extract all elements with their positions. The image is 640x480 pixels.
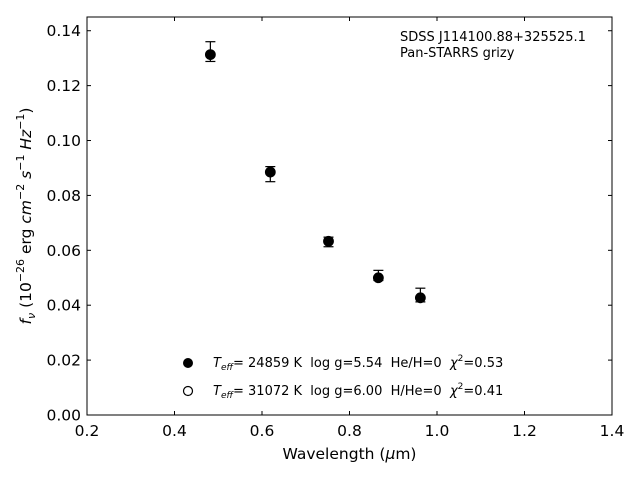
y-tick-label: 0.08 [46, 187, 81, 205]
observed-point [373, 272, 384, 283]
observed-point [205, 49, 216, 60]
legend-marker-filled [183, 358, 193, 368]
axis-ticks: 0.2 0.4 0.6 0.8 1.0 1.2 1.4 0.00 0.02 0.04 0.06 0.0… [46, 17, 624, 440]
observed-point [415, 292, 426, 303]
y-tick-label: 0.06 [46, 242, 81, 260]
plot-area [86, 16, 613, 416]
legend-marker-open [182, 385, 194, 397]
y-tick-label: 0.04 [46, 297, 81, 315]
annotation-line-2: Pan-STARRS grizy [400, 46, 515, 61]
y-tick-label: 0.14 [46, 22, 81, 40]
legend-entry-1: Teff= 24859 K log g=5.54 He/H=0 χ2=0.53 [213, 354, 503, 373]
legend: Teff= 24859 K log g=5.54 He/H=0 χ2=0.53 … [182, 354, 503, 401]
data-marks [204, 41, 426, 304]
y-tick-label: 0.12 [46, 77, 81, 95]
x-tick-label: 1.2 [512, 422, 537, 440]
y-axis-title: fν (10−26 erg cm−2 s−1 Hz−1) [14, 108, 38, 325]
legend-entry-2: Teff= 31072 K log g=6.00 H/He=0 χ2=0.41 [213, 382, 503, 401]
y-tick-label: 0.02 [46, 352, 81, 370]
x-tick-label: 1.0 [425, 422, 450, 440]
x-tick-label: 0.2 [75, 422, 100, 440]
x-tick-label: 0.8 [337, 422, 362, 440]
annotation: SDSS J114100.88+325525.1 Pan-STARRS griz… [400, 30, 586, 61]
observed-point [265, 167, 276, 178]
x-axis-title: Wavelength (μm) [283, 445, 417, 463]
y-tick-label: 0.10 [46, 132, 81, 150]
observed-point [323, 236, 334, 247]
x-tick-label: 0.6 [250, 422, 275, 440]
x-tick-label: 0.4 [162, 422, 187, 440]
x-tick-label: 1.4 [600, 422, 625, 440]
y-tick-label: 0.00 [46, 407, 81, 425]
annotation-line-1: SDSS J114100.88+325525.1 [400, 30, 586, 45]
